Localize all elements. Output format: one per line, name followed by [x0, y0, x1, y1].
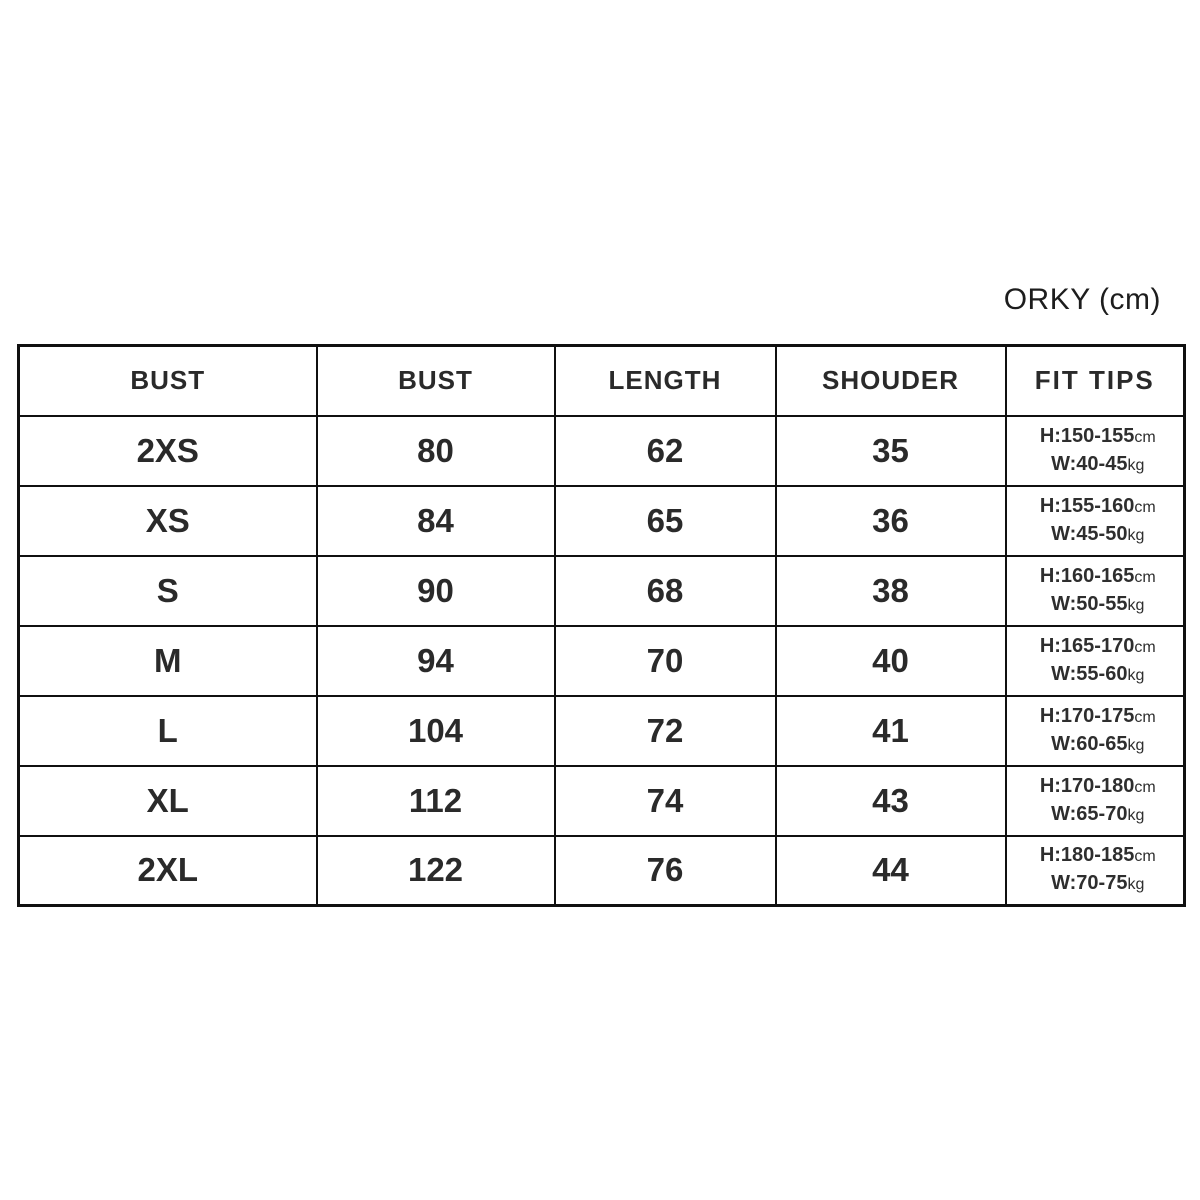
header-cell-size: BUST	[17, 344, 318, 417]
bust-value: 84	[315, 484, 556, 557]
fit-height-line: H:170-180cm	[1021, 773, 1176, 801]
fit-height-value: H:150-155	[1039, 424, 1135, 447]
fit-weight-unit: kg	[1127, 596, 1145, 614]
bust-value: 104	[315, 694, 556, 767]
fit-weight-line: W:50-55kg	[1021, 591, 1176, 619]
length-value: 65	[553, 484, 777, 557]
bust-value: 80	[315, 414, 556, 487]
fit-height-line: H:155-160cm	[1021, 493, 1176, 521]
size-chart-table: BUST BUST LENGTH SHOUDER FIT TIPS 2XS 80…	[17, 344, 1186, 907]
size-label: 2XS	[17, 414, 318, 487]
fit-tips-cell: H:160-165cm W:50-55kg	[1004, 554, 1186, 627]
size-label: XL	[17, 764, 318, 837]
fit-weight-value: W:45-50	[1051, 522, 1128, 545]
fit-weight-line: W:60-65kg	[1021, 731, 1176, 759]
size-label: XS	[17, 484, 318, 557]
fit-weight-line: W:70-75kg	[1021, 870, 1176, 898]
fit-weight-value: W:70-75	[1051, 872, 1128, 895]
shoulder-value: 35	[774, 414, 1007, 487]
table-row-xl: XL 112 74 43 H:170-180cm W:65-70kg	[17, 764, 1186, 837]
shoulder-value: 40	[774, 624, 1007, 697]
chart-title: ORKY (cm)	[1003, 283, 1161, 316]
fit-height-line: H:180-185cm	[1021, 842, 1176, 870]
fit-height-value: H:165-170	[1039, 634, 1135, 657]
header-cell-fit-tips: FIT TIPS	[1004, 344, 1186, 417]
fit-tips-cell: H:155-160cm W:45-50kg	[1004, 484, 1186, 557]
table-row-s: S 90 68 38 H:160-165cm W:50-55kg	[17, 554, 1186, 627]
size-chart-container: ORKY (cm) BUST BUST LENGTH SHOUDER FIT T…	[17, 281, 1186, 907]
fit-weight-line: W:55-60kg	[1021, 661, 1176, 689]
fit-weight-unit: kg	[1127, 876, 1145, 894]
fit-tips-cell: H:165-170cm W:55-60kg	[1004, 624, 1186, 697]
fit-height-value: H:170-180	[1039, 774, 1135, 797]
fit-weight-value: W:60-65	[1051, 732, 1128, 755]
table-row-xs: XS 84 65 36 H:155-160cm W:45-50kg	[17, 484, 1186, 557]
fit-weight-value: W:65-70	[1051, 802, 1128, 825]
length-value: 76	[553, 834, 777, 907]
fit-height-line: H:170-175cm	[1021, 703, 1176, 731]
fit-height-unit: cm	[1134, 568, 1156, 586]
fit-height-unit: cm	[1134, 498, 1156, 516]
bust-value: 90	[315, 554, 556, 627]
length-value: 62	[553, 414, 777, 487]
fit-weight-unit: kg	[1127, 456, 1145, 474]
fit-height-unit: cm	[1134, 638, 1156, 656]
table-row-m: M 94 70 40 H:165-170cm W:55-60kg	[17, 624, 1186, 697]
fit-tips-cell: H:170-175cm W:60-65kg	[1004, 694, 1186, 767]
size-label: M	[17, 624, 318, 697]
table-row-2xl: 2XL 122 76 44 H:180-185cm W:70-75kg	[17, 834, 1186, 907]
fit-height-value: H:170-175	[1039, 704, 1135, 727]
length-value: 74	[553, 764, 777, 837]
shoulder-value: 44	[774, 834, 1007, 907]
fit-height-unit: cm	[1134, 708, 1156, 726]
fit-weight-line: W:40-45kg	[1021, 451, 1176, 479]
fit-weight-unit: kg	[1127, 806, 1145, 824]
fit-height-line: H:165-170cm	[1021, 633, 1176, 661]
header-cell-length: LENGTH	[553, 344, 777, 417]
fit-height-unit: cm	[1134, 428, 1156, 446]
fit-weight-value: W:50-55	[1051, 592, 1128, 615]
fit-height-unit: cm	[1134, 848, 1156, 866]
fit-height-value: H:155-160	[1039, 494, 1135, 517]
size-label: S	[17, 554, 318, 627]
header-cell-shoulder: SHOUDER	[774, 344, 1007, 417]
shoulder-value: 41	[774, 694, 1007, 767]
bust-value: 94	[315, 624, 556, 697]
fit-height-unit: cm	[1134, 778, 1156, 796]
fit-height-value: H:180-185	[1039, 844, 1135, 867]
fit-weight-line: W:65-70kg	[1021, 801, 1176, 829]
fit-tips-cell: H:180-185cm W:70-75kg	[1004, 834, 1186, 907]
fit-weight-line: W:45-50kg	[1021, 521, 1176, 549]
bust-value: 122	[315, 834, 556, 907]
fit-tips-cell: H:170-180cm W:65-70kg	[1004, 764, 1186, 837]
fit-weight-value: W:55-60	[1051, 662, 1128, 685]
header-row: BUST BUST LENGTH SHOUDER FIT TIPS	[17, 344, 1186, 417]
fit-height-line: H:150-155cm	[1021, 423, 1176, 451]
shoulder-value: 36	[774, 484, 1007, 557]
fit-tips-cell: H:150-155cm W:40-45kg	[1004, 414, 1186, 487]
fit-weight-unit: kg	[1127, 666, 1145, 684]
size-label: 2XL	[17, 834, 318, 907]
fit-weight-value: W:40-45	[1051, 452, 1128, 475]
size-label: L	[17, 694, 318, 767]
fit-weight-unit: kg	[1127, 526, 1145, 544]
shoulder-value: 38	[774, 554, 1007, 627]
header-cell-bust: BUST	[315, 344, 556, 417]
table-row-l: L 104 72 41 H:170-175cm W:60-65kg	[17, 694, 1186, 767]
table-row-2xs: 2XS 80 62 35 H:150-155cm W:40-45kg	[17, 414, 1186, 487]
fit-height-value: H:160-165	[1039, 564, 1135, 587]
length-value: 68	[553, 554, 777, 627]
shoulder-value: 43	[774, 764, 1007, 837]
length-value: 70	[553, 624, 777, 697]
length-value: 72	[553, 694, 777, 767]
fit-height-line: H:160-165cm	[1021, 563, 1176, 591]
bust-value: 112	[315, 764, 556, 837]
fit-weight-unit: kg	[1127, 736, 1145, 754]
